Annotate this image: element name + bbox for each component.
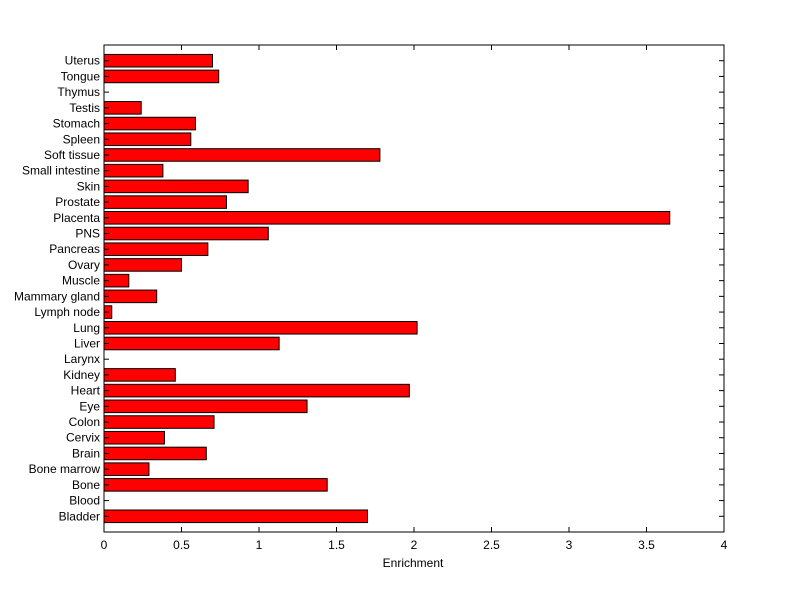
y-tick-label: Small intestine xyxy=(22,164,100,178)
bar-mammary-gland xyxy=(103,289,158,304)
bar-ovary xyxy=(103,258,182,272)
y-tick-label: Cervix xyxy=(66,431,100,445)
bar-stomach xyxy=(103,116,196,131)
y-tick-label: Liver xyxy=(74,336,100,350)
bar-liver xyxy=(103,336,280,351)
x-tick-label: 2.5 xyxy=(483,538,500,552)
y-tick-label: Soft tissue xyxy=(44,148,100,162)
bar-soft-tissue xyxy=(103,148,381,162)
y-tick-label: Brain xyxy=(72,446,100,460)
bar-eye xyxy=(103,399,308,414)
y-tick-label: Spleen xyxy=(63,132,100,146)
x-tick-label: 3 xyxy=(566,538,573,552)
bar-heart xyxy=(103,383,410,398)
bar-spleen xyxy=(103,132,192,147)
bar-uterus xyxy=(103,53,213,68)
y-tick-label: Muscle xyxy=(62,274,100,288)
y-tick-label: Ovary xyxy=(68,258,100,272)
x-tick-label: 1 xyxy=(256,538,263,552)
y-tick-label: Testis xyxy=(69,101,100,115)
y-tick-label: Bladder xyxy=(59,509,100,523)
y-tick-label: Mammary gland xyxy=(14,289,100,303)
x-axis-label: Enrichment xyxy=(383,556,444,570)
y-tick-label: Pancreas xyxy=(49,242,100,256)
x-tick-label: 1.5 xyxy=(328,538,345,552)
y-tick-label: Skin xyxy=(77,179,100,193)
y-tick-label: Uterus xyxy=(65,54,100,68)
bar-bladder xyxy=(103,509,368,524)
y-tick-label: Larynx xyxy=(64,352,100,366)
bar-cervix xyxy=(103,430,165,445)
y-tick-label: Prostate xyxy=(55,195,100,209)
bar-colon xyxy=(103,415,215,429)
ticks-group xyxy=(103,45,725,532)
x-tick-label: 2 xyxy=(411,538,418,552)
bar-testis xyxy=(103,101,142,115)
y-tick-label: Thymus xyxy=(57,85,100,99)
y-tick-label: Tongue xyxy=(61,69,101,83)
bar-pns xyxy=(103,226,269,241)
y-tick-label: Placenta xyxy=(53,211,100,225)
y-tick-label: Stomach xyxy=(53,117,100,131)
x-tick-label: 4 xyxy=(721,538,728,552)
bar-brain xyxy=(103,446,207,461)
bar-bone xyxy=(103,478,328,492)
y-tick-label: Lymph node xyxy=(34,305,100,319)
x-tick-label: 0.5 xyxy=(173,538,190,552)
x-tick-label: 0 xyxy=(101,538,108,552)
bar-lung xyxy=(103,320,418,335)
bar-prostate xyxy=(103,195,227,209)
bars-group xyxy=(103,53,671,524)
x-tick-label: 3.5 xyxy=(638,538,655,552)
y-tick-label: Blood xyxy=(69,494,100,508)
y-tick-label: Heart xyxy=(71,384,101,398)
bar-skin xyxy=(103,179,249,194)
y-tick-label: Colon xyxy=(69,415,100,429)
y-tick-label: Eye xyxy=(79,399,100,413)
bar-bone-marrow xyxy=(103,462,150,476)
y-tick-label: PNS xyxy=(75,227,100,241)
bar-tongue xyxy=(103,69,220,84)
bar-pancreas xyxy=(103,242,209,257)
y-tick-label: Bone marrow xyxy=(29,462,101,476)
bar-small-intestine xyxy=(103,163,164,178)
y-tick-label: Kidney xyxy=(63,368,100,382)
bar-kidney xyxy=(103,368,176,382)
y-tick-label: Lung xyxy=(73,321,100,335)
y-tick-label: Bone xyxy=(72,478,100,492)
bar-placenta xyxy=(103,211,671,225)
